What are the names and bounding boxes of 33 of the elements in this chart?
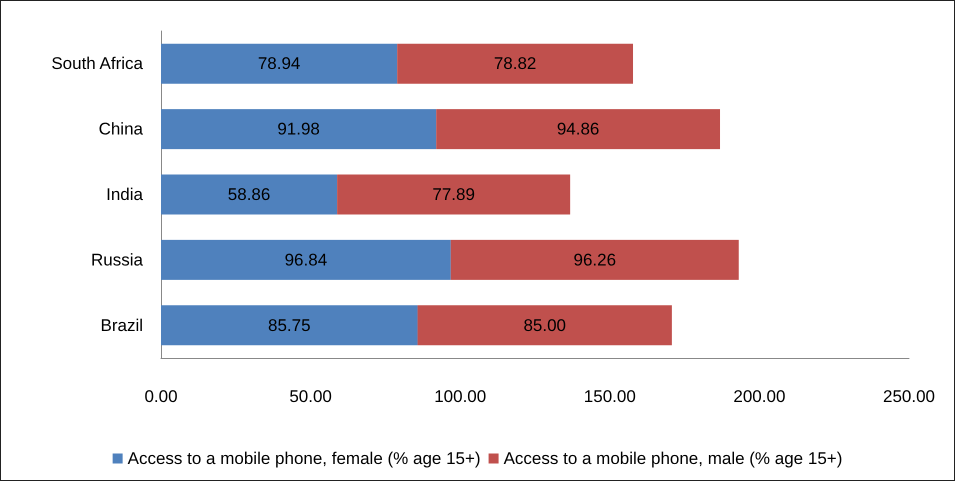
bar xyxy=(436,109,720,150)
bar xyxy=(397,44,634,84)
x-tick-label: 100.00 xyxy=(434,387,486,406)
bar xyxy=(161,240,451,280)
x-tick-label: 250.00 xyxy=(883,387,935,406)
bar xyxy=(161,174,338,214)
x-tick-label: 50.00 xyxy=(289,387,332,406)
bar xyxy=(161,109,436,150)
data-label: 91.98 xyxy=(277,120,320,139)
y-tick-label: India xyxy=(106,185,144,204)
x-tick-label: 150.00 xyxy=(584,387,636,406)
legend-label: Access to a mobile phone, male (% age 15+) xyxy=(504,449,842,468)
data-label: 78.94 xyxy=(258,54,300,74)
data-label: 96.26 xyxy=(573,250,616,270)
bar xyxy=(337,174,570,214)
bar xyxy=(161,44,398,84)
data-label: 96.84 xyxy=(284,250,328,270)
x-tick-label: 200.00 xyxy=(733,387,786,406)
legend-label: Access to a mobile phone, female (% age 15+) xyxy=(128,449,481,468)
data-label: 77.89 xyxy=(432,185,475,204)
data-label: 78.82 xyxy=(494,54,536,74)
data-label: 85.00 xyxy=(523,316,566,335)
bar xyxy=(450,240,739,280)
data-label: 85.75 xyxy=(268,316,311,335)
y-tick-label: Brazil xyxy=(100,316,143,335)
y-tick-label: South Africa xyxy=(51,54,144,74)
bar xyxy=(161,305,418,346)
data-label: 58.86 xyxy=(228,185,270,204)
y-tick-label: China xyxy=(98,120,144,139)
x-tick-label: 0.00 xyxy=(144,387,178,406)
bar xyxy=(418,305,672,346)
y-tick-label: Russia xyxy=(91,250,144,270)
data-label: 94.86 xyxy=(556,120,600,139)
